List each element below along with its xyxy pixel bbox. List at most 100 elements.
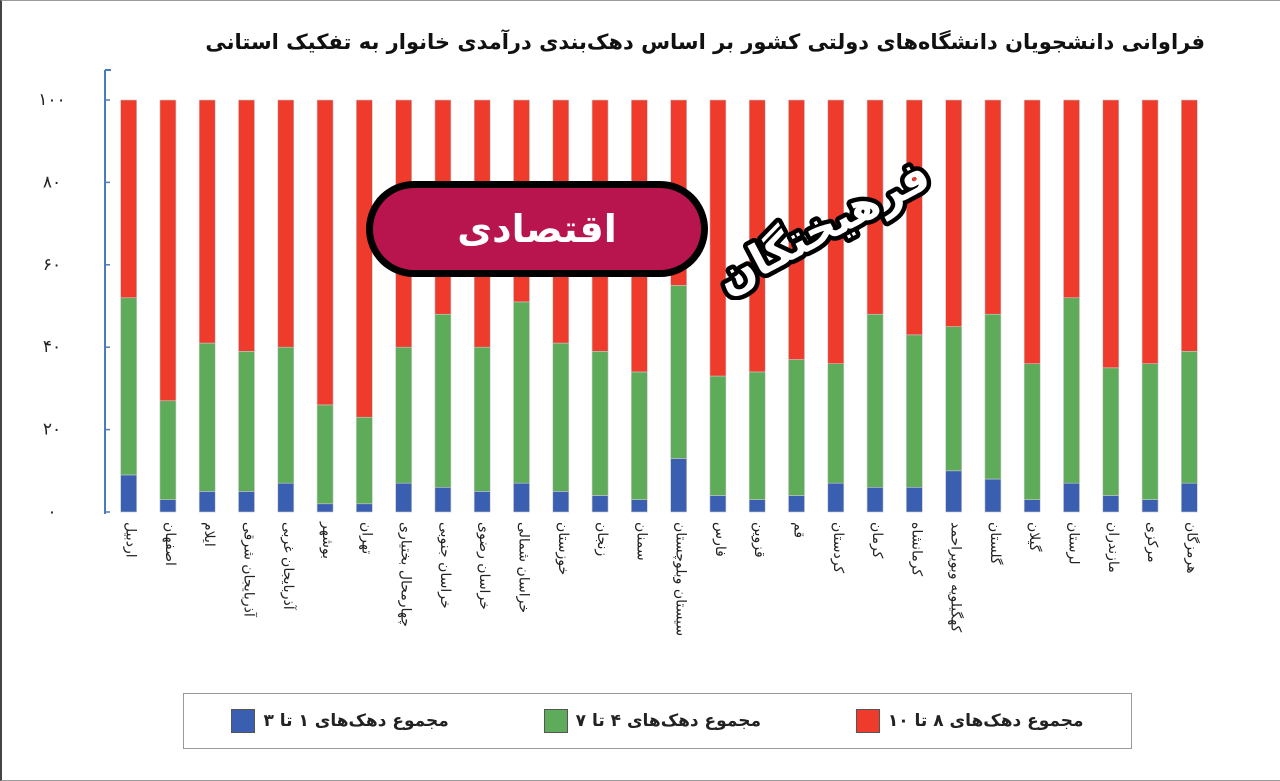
bar-segment-deciles-8-10 bbox=[238, 99, 255, 352]
bar-segment-deciles-1-3 bbox=[395, 482, 412, 513]
y-tick-label: ۸۰ bbox=[43, 172, 61, 192]
bar-segment-deciles-8-10 bbox=[120, 99, 137, 299]
y-tick-label: ۴۰ bbox=[43, 337, 61, 357]
bar-segment-deciles-1-3 bbox=[631, 499, 648, 513]
bar-segment-deciles-8-10 bbox=[827, 99, 845, 364]
bar-segment-deciles-4-7 bbox=[513, 301, 530, 484]
x-tick-label: کهگیلویه وبویراحمد bbox=[948, 522, 965, 633]
x-tick-label: خوزستان bbox=[555, 522, 571, 575]
bar-segment-deciles-4-7 bbox=[670, 285, 687, 459]
bar-segment-deciles-8-10 bbox=[1141, 99, 1159, 364]
bar-segment-deciles-4-7 bbox=[827, 363, 845, 484]
y-tick-label: ۰ bbox=[47, 502, 56, 522]
bar-segment-deciles-4-7 bbox=[984, 313, 1002, 480]
bar-segment-deciles-1-3 bbox=[434, 486, 452, 513]
bar-segment-deciles-8-10 bbox=[316, 99, 334, 406]
legend-label: مجموع دهک‌های ۴ تا ۷ bbox=[575, 711, 761, 731]
bar-segment-deciles-1-3 bbox=[1102, 495, 1120, 513]
bar-segment-deciles-8-10 bbox=[906, 99, 923, 336]
bar-segment-deciles-4-7 bbox=[277, 346, 295, 484]
x-tick-label: کرمان bbox=[869, 522, 885, 559]
bar-segment-deciles-1-3 bbox=[1023, 499, 1041, 513]
bar-segment-deciles-8-10 bbox=[356, 99, 373, 418]
bar-segment-deciles-4-7 bbox=[945, 326, 962, 472]
bar-segment-deciles-8-10 bbox=[945, 99, 962, 327]
bar-segment-deciles-1-3 bbox=[1063, 482, 1080, 513]
bar-segment-deciles-1-3 bbox=[513, 482, 530, 513]
bar-segment-deciles-4-7 bbox=[1141, 363, 1159, 500]
bar-segment-deciles-4-7 bbox=[395, 346, 412, 484]
legend-label: مجموع دهک‌های ۱ تا ۳ bbox=[263, 711, 449, 731]
bar-segment-deciles-1-3 bbox=[906, 486, 923, 513]
bar-segment-deciles-1-3 bbox=[827, 482, 845, 513]
bar-segment-deciles-8-10 bbox=[198, 99, 216, 344]
bar-segment-deciles-4-7 bbox=[434, 313, 452, 488]
bar-segment-deciles-1-3 bbox=[748, 499, 766, 513]
bar-segment-deciles-1-3 bbox=[591, 495, 609, 513]
bar-segment-deciles-4-7 bbox=[591, 351, 609, 496]
bar-segment-deciles-4-7 bbox=[1181, 351, 1198, 484]
x-tick-label: لرستان bbox=[1066, 522, 1082, 565]
bar-segment-deciles-4-7 bbox=[552, 342, 570, 492]
chart-legend: مجموع دهک‌های ۸ تا ۱۰ مجموع دهک‌های ۴ تا… bbox=[183, 693, 1132, 749]
bar-segment-deciles-1-3 bbox=[1141, 499, 1159, 513]
x-tick-label: خراسان جنوبی bbox=[437, 522, 453, 609]
bar-segment-deciles-1-3 bbox=[945, 470, 962, 513]
bar-segment-deciles-4-7 bbox=[1063, 297, 1080, 484]
bar-segment-deciles-4-7 bbox=[866, 313, 884, 488]
bar-segment-deciles-4-7 bbox=[1102, 367, 1120, 496]
bar-segment-deciles-8-10 bbox=[159, 99, 177, 402]
x-tick-label: گلستان bbox=[987, 522, 1004, 565]
x-tick-label: قزوین bbox=[751, 522, 767, 558]
bar-segment-deciles-4-7 bbox=[709, 375, 727, 496]
x-tick-label: بوشهر bbox=[319, 521, 335, 559]
bar-segment-deciles-8-10 bbox=[748, 99, 766, 373]
bar-segment-deciles-1-3 bbox=[277, 482, 295, 513]
bar-segment-deciles-1-3 bbox=[356, 503, 373, 513]
bar-segment-deciles-1-3 bbox=[473, 491, 491, 513]
svg-text:فرهیختگان: فرهیختگان bbox=[712, 150, 932, 300]
x-tick-label: اصفهان bbox=[162, 522, 178, 566]
bar-segment-deciles-4-7 bbox=[238, 351, 255, 492]
x-tick-label: چهارمحال بختیاری bbox=[398, 522, 414, 627]
bar-segment-deciles-8-10 bbox=[709, 99, 727, 377]
y-tick-label: ۱۰۰ bbox=[38, 90, 65, 110]
x-tick-label: کردستان bbox=[830, 522, 846, 573]
bar-segment-deciles-1-3 bbox=[984, 478, 1002, 513]
bar-segment-deciles-1-3 bbox=[788, 495, 805, 513]
x-tick-label: تهران bbox=[358, 522, 374, 554]
bar-segment-deciles-4-7 bbox=[159, 400, 177, 500]
bar-segment-deciles-4-7 bbox=[748, 371, 766, 500]
legend-item-deciles-8-10: مجموع دهک‌های ۸ تا ۱۰ bbox=[855, 709, 1084, 733]
legend-swatch-blue bbox=[231, 709, 256, 733]
x-tick-label: آذربایجان شرقی bbox=[241, 522, 258, 618]
section-badge: اقتصادی bbox=[366, 181, 708, 277]
bar-segment-deciles-1-3 bbox=[1181, 482, 1198, 513]
x-tick-label: قم bbox=[791, 522, 807, 538]
bar-segment-deciles-4-7 bbox=[473, 346, 491, 492]
bar-segment-deciles-8-10 bbox=[277, 99, 295, 348]
x-tick-label: سیستان وبلوچستان bbox=[673, 522, 689, 636]
bar-segment-deciles-4-7 bbox=[906, 334, 923, 488]
bar-segment-deciles-4-7 bbox=[316, 404, 334, 505]
bar-segment-deciles-1-3 bbox=[120, 474, 137, 513]
bar-segment-deciles-1-3 bbox=[198, 491, 216, 513]
bar-segment-deciles-1-3 bbox=[866, 486, 884, 513]
x-tick-label: سمنان bbox=[633, 522, 649, 561]
x-tick-label: آذربایجان غربی bbox=[280, 522, 297, 611]
bar-segment-deciles-4-7 bbox=[1023, 363, 1041, 500]
bar-segment-deciles-1-3 bbox=[552, 491, 570, 513]
x-tick-label: گیلان bbox=[1026, 522, 1043, 552]
x-tick-label: مازندران bbox=[1105, 522, 1121, 573]
legend-label: مجموع دهک‌های ۸ تا ۱۰ bbox=[887, 711, 1084, 731]
x-tick-label: خراسان شمالی bbox=[516, 522, 532, 613]
x-tick-label: فارس bbox=[712, 522, 728, 557]
y-tick-label: ۶۰ bbox=[43, 255, 61, 275]
section-badge-label: اقتصادی bbox=[457, 207, 617, 251]
x-tick-label: کرمانشاه bbox=[908, 522, 924, 576]
bar-segment-deciles-1-3 bbox=[316, 503, 334, 513]
legend-swatch-green bbox=[543, 709, 568, 733]
bar-segment-deciles-8-10 bbox=[1063, 99, 1080, 299]
x-tick-label: مرکزی bbox=[1144, 522, 1160, 563]
legend-item-deciles-4-7: مجموع دهک‌های ۴ تا ۷ bbox=[543, 709, 761, 733]
